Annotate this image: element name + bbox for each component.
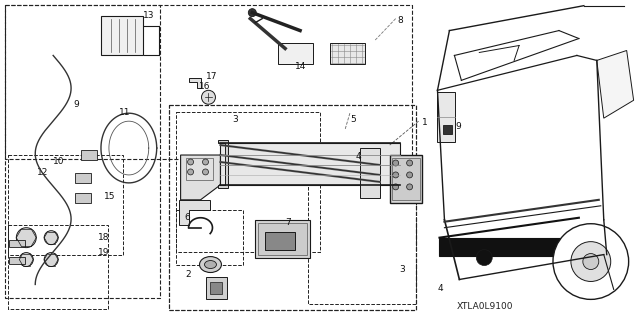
Circle shape (188, 169, 193, 175)
Circle shape (202, 169, 209, 175)
Circle shape (17, 228, 36, 248)
Circle shape (393, 160, 399, 166)
Text: 4: 4 (438, 285, 443, 293)
Text: 7: 7 (285, 218, 291, 227)
Bar (205, 278, 227, 300)
Bar (308, 165, 415, 304)
Bar (360, 148, 380, 198)
Text: XTLA0L9100: XTLA0L9100 (457, 302, 513, 311)
Text: 6: 6 (184, 213, 190, 222)
Text: 18: 18 (98, 233, 109, 242)
Bar (211, 282, 223, 294)
Bar (440, 238, 579, 256)
Bar (392, 158, 420, 200)
Bar (10, 256, 26, 263)
Text: 11: 11 (119, 108, 131, 117)
Bar (8, 155, 123, 255)
Text: 5: 5 (350, 115, 356, 124)
Polygon shape (180, 155, 220, 200)
Text: 19: 19 (98, 248, 109, 256)
Text: 3: 3 (399, 264, 405, 273)
Bar (265, 232, 295, 249)
Bar (278, 42, 313, 64)
Bar (390, 155, 422, 203)
Polygon shape (596, 50, 634, 118)
Bar (10, 240, 26, 247)
Text: 4: 4 (356, 152, 362, 161)
Circle shape (476, 249, 492, 265)
Circle shape (248, 9, 256, 17)
Circle shape (406, 184, 413, 190)
Bar (186, 158, 214, 180)
Bar (5, 5, 160, 298)
Bar (438, 92, 456, 142)
Circle shape (406, 160, 413, 166)
Circle shape (393, 184, 399, 190)
Bar (175, 112, 320, 252)
Circle shape (553, 224, 628, 300)
Circle shape (19, 253, 33, 267)
Circle shape (202, 159, 209, 165)
Circle shape (571, 241, 611, 281)
Circle shape (44, 253, 58, 267)
Circle shape (583, 254, 599, 270)
Bar (175, 210, 243, 264)
Bar (330, 42, 365, 64)
Bar (8, 225, 108, 309)
Circle shape (393, 172, 399, 178)
Bar (220, 143, 399, 185)
Text: 12: 12 (37, 168, 49, 177)
Text: 3: 3 (232, 115, 238, 124)
Bar (101, 16, 143, 56)
Bar (75, 193, 91, 203)
Text: 2: 2 (186, 270, 191, 278)
Text: 10: 10 (53, 157, 65, 166)
Bar (169, 105, 415, 310)
Bar (5, 5, 412, 159)
Text: 16: 16 (198, 82, 210, 91)
Polygon shape (218, 140, 228, 188)
Bar (255, 220, 310, 257)
Bar (169, 105, 415, 310)
Text: 15: 15 (104, 192, 115, 201)
Bar (259, 223, 307, 255)
Circle shape (44, 231, 58, 245)
Circle shape (406, 172, 413, 178)
Text: 8: 8 (397, 16, 403, 25)
Text: 13: 13 (143, 11, 154, 20)
Bar (75, 173, 91, 183)
Text: 1: 1 (422, 118, 428, 127)
Ellipse shape (205, 261, 216, 269)
Bar (81, 150, 97, 160)
Polygon shape (189, 78, 200, 88)
Polygon shape (179, 200, 211, 225)
Text: 17: 17 (205, 72, 217, 81)
Bar (444, 125, 452, 134)
Circle shape (188, 159, 193, 165)
Circle shape (202, 90, 216, 104)
Text: 9: 9 (456, 122, 461, 131)
Ellipse shape (200, 256, 221, 272)
Text: 9: 9 (73, 100, 79, 109)
Text: 14: 14 (295, 63, 307, 71)
